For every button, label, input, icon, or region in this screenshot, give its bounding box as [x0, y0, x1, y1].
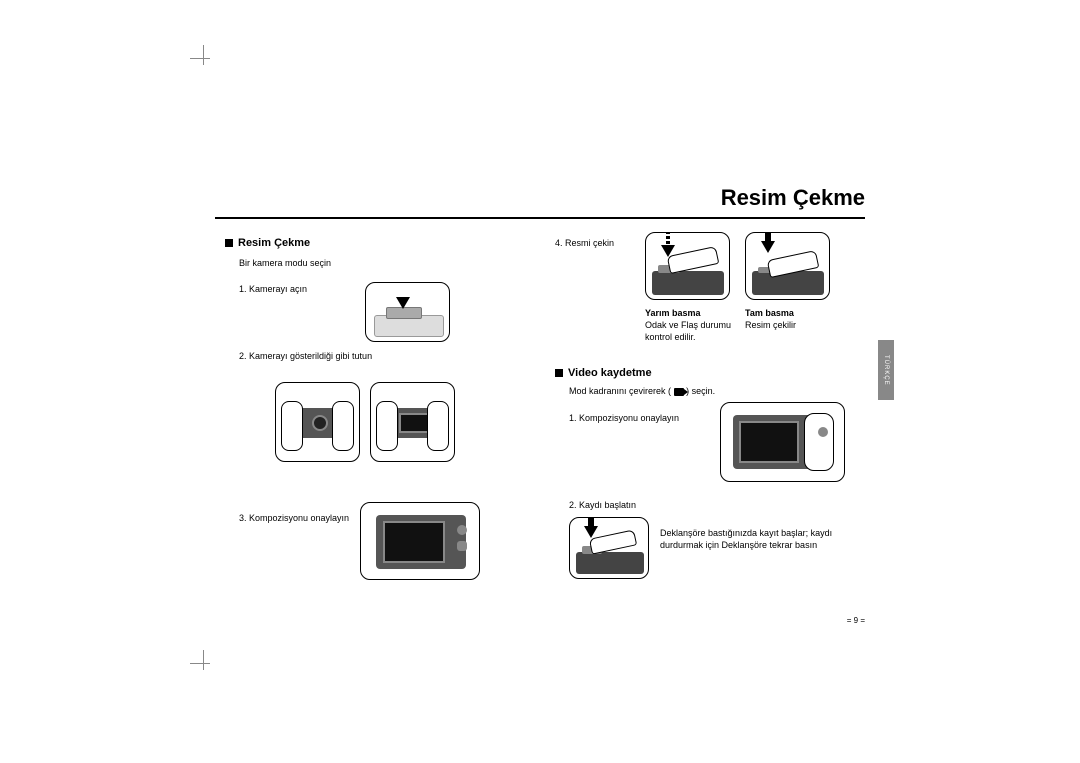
half-press-desc: Odak ve Flaş durumu kontrol edilir. [645, 319, 735, 343]
section-heading-photo: Resim Çekme [225, 237, 505, 249]
video-intro: Mod kadranını çevirerek ( ) seçin. [569, 385, 715, 397]
bullet-icon [555, 369, 563, 377]
page-title: Resim Çekme [721, 185, 865, 211]
crop-mark [203, 650, 204, 670]
title-rule [215, 217, 865, 219]
video-note: Deklanşöre bastığınızda kayıt başlar; ka… [660, 527, 855, 551]
full-press-desc: Resim çekilir [745, 319, 835, 331]
video-step-1: 1. Kompozisyonu onaylayın [569, 412, 679, 424]
crop-mark [190, 663, 210, 664]
heading-text: Video kaydetme [568, 367, 652, 379]
language-tab: TÜRKÇE [878, 340, 894, 400]
bullet-icon [225, 239, 233, 247]
illustration-half-press [645, 232, 730, 300]
illustration-power-on [365, 282, 450, 342]
page-number: = 9 = [847, 616, 865, 625]
intro-text: Bir kamera modu seçin [239, 257, 505, 269]
crop-mark [190, 58, 210, 59]
illustration-full-press [745, 232, 830, 300]
illustration-compose [360, 502, 480, 580]
illustration-hold-back [370, 382, 455, 462]
crop-mark [203, 45, 204, 65]
full-press-label: Tam basma [745, 307, 794, 319]
manual-page: Resim Çekme Resim Çekme Bir kamera modu … [215, 185, 865, 625]
section-heading-video: Video kaydetme [555, 367, 652, 379]
illustration-hold-front [275, 382, 360, 462]
video-step-2: 2. Kaydı başlatın [569, 499, 636, 511]
video-intro-b: ) seçin. [686, 386, 715, 396]
half-press-label: Yarım basma [645, 307, 701, 319]
video-mode-icon [674, 388, 684, 396]
page-number-value: 9 [854, 616, 858, 625]
step-2: 2. Kamerayı gösterildiği gibi tutun [239, 350, 505, 362]
step-3: 3. Kompozisyonu onaylayın [239, 512, 349, 524]
illustration-video-compose [720, 402, 845, 482]
right-column: 4. Resmi çekin Yarım basma Odak ve Flaş … [555, 237, 865, 249]
heading-text: Resim Çekme [238, 237, 310, 249]
video-intro-a: Mod kadranını çevirerek ( [569, 386, 671, 396]
illustration-video-record [569, 517, 649, 579]
left-column: Resim Çekme Bir kamera modu seçin 1. Kam… [225, 237, 505, 362]
